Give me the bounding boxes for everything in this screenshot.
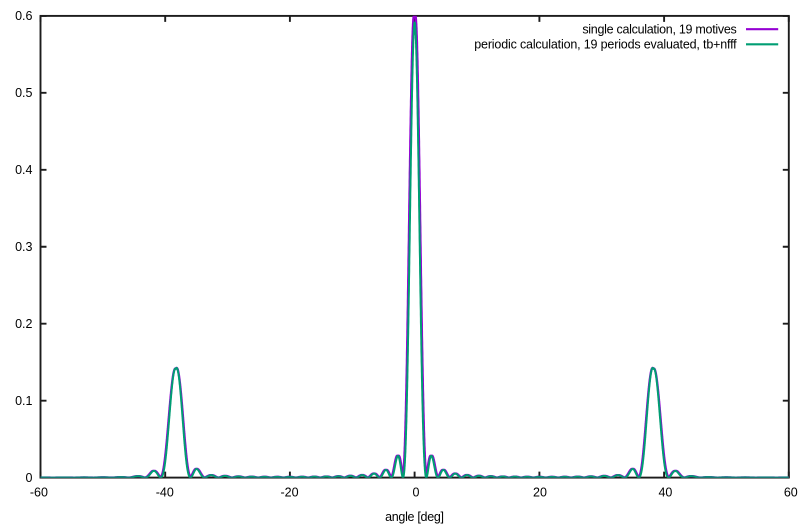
svg-text:40: 40 — [658, 486, 672, 500]
svg-text:0.6: 0.6 — [15, 9, 32, 23]
svg-text:single calculation, 19 motives: single calculation, 19 motives — [582, 23, 736, 37]
svg-text:periodic calculation, 19 perio: periodic calculation, 19 periods evaluat… — [474, 38, 737, 52]
svg-text:angle [deg]: angle [deg] — [385, 510, 444, 524]
svg-text:0: 0 — [26, 471, 33, 485]
svg-text:0.1: 0.1 — [15, 394, 32, 408]
svg-text:0.2: 0.2 — [15, 317, 32, 331]
svg-text:0.3: 0.3 — [15, 240, 32, 254]
svg-text:0.4: 0.4 — [15, 163, 32, 177]
svg-text:0: 0 — [413, 486, 420, 500]
svg-text:-60: -60 — [30, 486, 48, 500]
svg-text:0.5: 0.5 — [15, 86, 32, 100]
svg-text:-40: -40 — [156, 486, 174, 500]
svg-text:60: 60 — [784, 486, 798, 500]
svg-text:20: 20 — [533, 486, 547, 500]
svg-text:-20: -20 — [280, 486, 298, 500]
